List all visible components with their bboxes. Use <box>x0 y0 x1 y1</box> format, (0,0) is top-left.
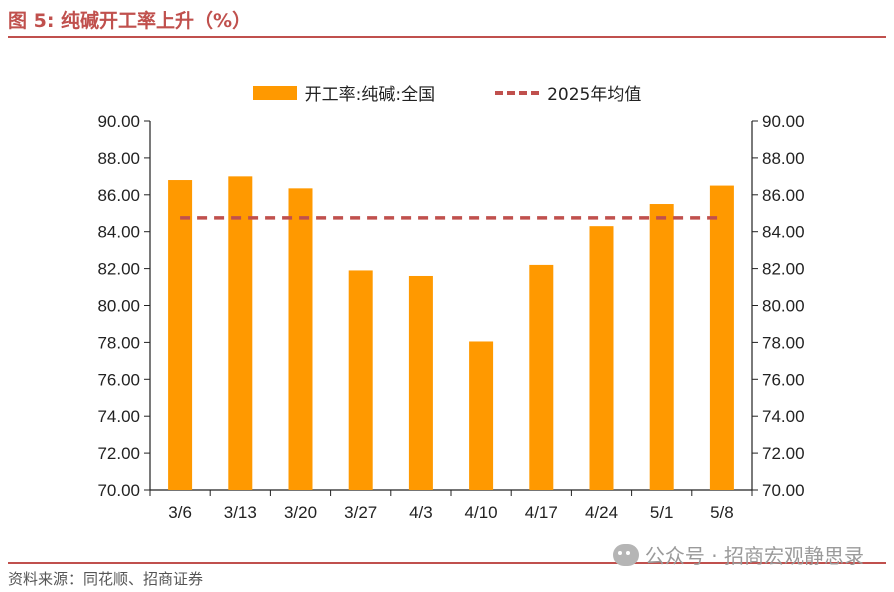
y-tick-label-right: 86.00 <box>762 186 805 205</box>
x-tick-label: 3/6 <box>168 503 192 522</box>
y-tick-label-left: 90.00 <box>97 112 140 131</box>
source-note: 资料来源：同花顺、招商证券 <box>8 570 204 588</box>
x-tick-label: 4/10 <box>465 503 498 522</box>
y-tick-label-right: 80.00 <box>762 297 805 316</box>
legend-bar-label: 开工率:纯碱:全国 <box>304 85 436 105</box>
legend-bar-swatch <box>252 85 297 100</box>
legend-item-bar: 开工率:纯碱:全国 <box>252 80 436 105</box>
bar <box>168 180 193 491</box>
bar <box>529 264 554 490</box>
bar <box>408 275 433 490</box>
y-tick-label-left: 74.00 <box>97 407 140 426</box>
y-tick-label-right: 88.00 <box>762 149 805 168</box>
y-tick-label-left: 88.00 <box>97 149 140 168</box>
footer-divider <box>8 562 886 564</box>
y-tick-label-right: 84.00 <box>762 223 805 242</box>
bar <box>228 176 253 490</box>
wechat-icon <box>612 543 639 566</box>
figure-title: 图 5: 纯碱开工率上升（%） <box>8 10 252 32</box>
chart-legend: 开工率:纯碱:全国 2025年均值 <box>0 80 894 105</box>
x-tick-label: 4/3 <box>409 503 433 522</box>
y-tick-label-left: 84.00 <box>97 223 140 242</box>
watermark-text: 公众号 · 招商宏观静思录 <box>644 544 864 568</box>
y-tick-label-right: 78.00 <box>762 333 805 352</box>
bar <box>709 185 734 490</box>
x-tick-label: 4/17 <box>525 503 558 522</box>
y-tick-label-left: 82.00 <box>97 260 140 279</box>
y-tick-label-right: 82.00 <box>762 260 805 279</box>
bar <box>348 270 373 490</box>
y-tick-label-right: 72.00 <box>762 444 805 463</box>
y-tick-label-left: 80.00 <box>97 297 140 316</box>
watermark: 公众号 · 招商宏观静思录 <box>612 540 864 569</box>
x-tick-label: 3/27 <box>344 503 377 522</box>
x-tick-label: 3/13 <box>224 503 257 522</box>
y-tick-label-left: 72.00 <box>97 444 140 463</box>
legend-line-label: 2025年均值 <box>547 85 642 105</box>
y-tick-label-left: 70.00 <box>97 481 140 500</box>
y-tick-label-left: 76.00 <box>97 370 140 389</box>
y-tick-label-left: 78.00 <box>97 333 140 352</box>
x-tick-label: 4/24 <box>585 503 618 522</box>
bar <box>469 341 494 490</box>
bar <box>288 188 313 490</box>
x-tick-label: 3/20 <box>284 503 317 522</box>
legend-item-line: 2025年均值 <box>495 80 641 105</box>
title-divider <box>8 36 886 38</box>
x-tick-label: 5/1 <box>650 503 674 522</box>
y-tick-label-right: 74.00 <box>762 407 805 426</box>
x-tick-label: 5/8 <box>710 503 734 522</box>
bar <box>649 204 674 490</box>
y-tick-label-right: 70.00 <box>762 481 805 500</box>
bar <box>589 226 614 491</box>
y-tick-label-right: 76.00 <box>762 370 805 389</box>
legend-line-swatch <box>495 90 540 95</box>
y-tick-label-right: 90.00 <box>762 112 805 131</box>
y-tick-label-left: 86.00 <box>97 186 140 205</box>
